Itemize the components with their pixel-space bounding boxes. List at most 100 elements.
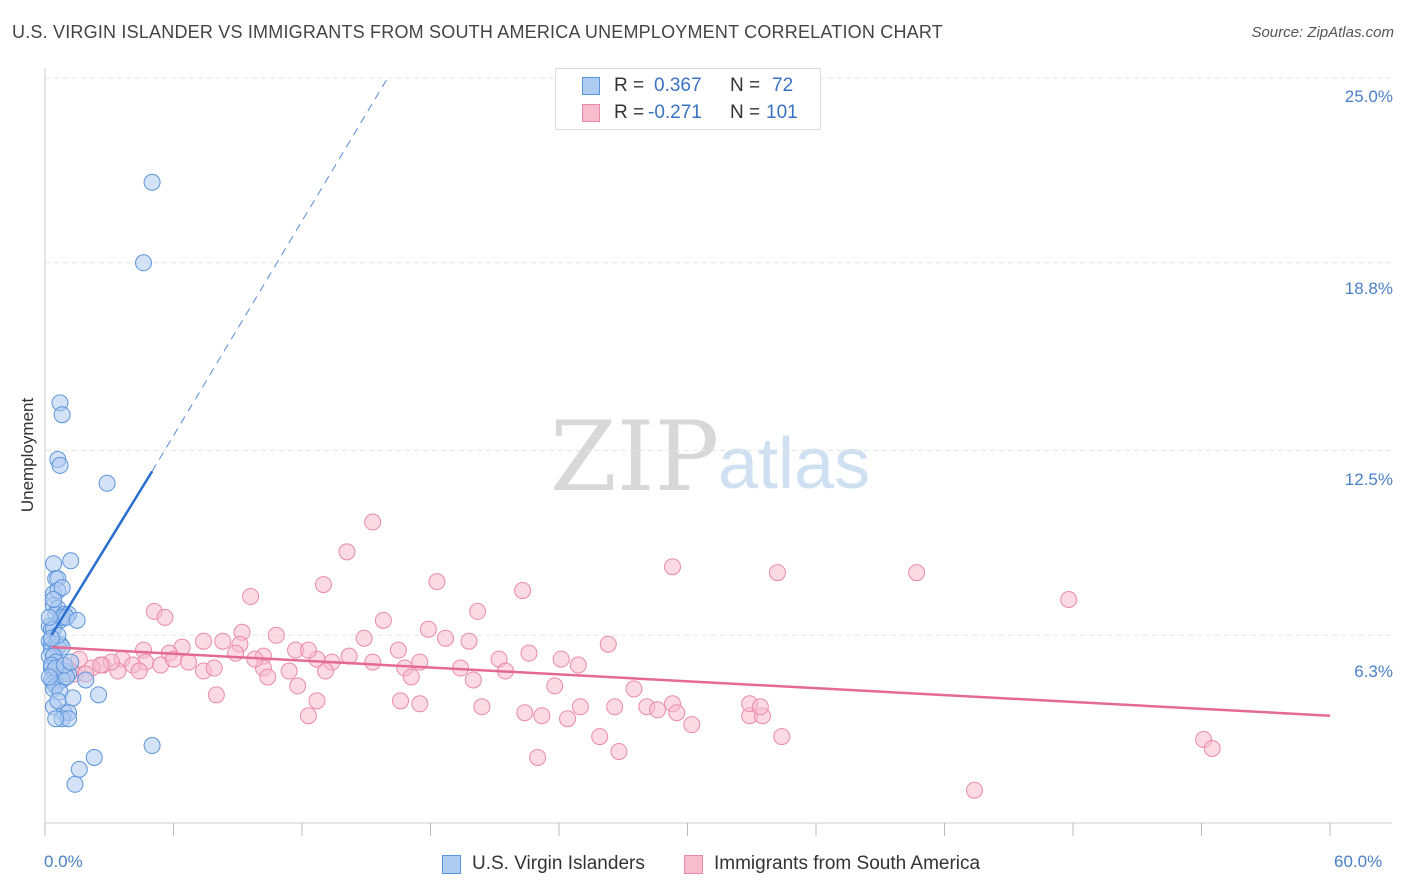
series-immigrants-points bbox=[53, 513, 1221, 799]
data-point-virgin-islanders bbox=[40, 608, 58, 626]
data-point-immigrants bbox=[227, 644, 245, 662]
trend-line-virgin-islanders bbox=[50, 470, 154, 636]
trend-lines bbox=[50, 77, 1331, 717]
data-point-immigrants bbox=[308, 692, 326, 710]
data-point-immigrants bbox=[299, 641, 317, 659]
data-point-virgin-islanders bbox=[62, 552, 80, 570]
data-point-immigrants bbox=[205, 659, 223, 677]
watermark-zip: ZIP bbox=[550, 401, 719, 513]
x-tick-label-max: 60.0% bbox=[1334, 852, 1383, 871]
data-point-immigrants bbox=[773, 728, 791, 746]
data-point-immigrants bbox=[552, 650, 570, 668]
data-point-immigrants bbox=[664, 558, 682, 576]
x-tick-label-min: 0.0% bbox=[44, 852, 83, 871]
data-point-immigrants bbox=[514, 582, 532, 600]
n-value-blue: 72 bbox=[772, 75, 794, 96]
data-point-immigrants bbox=[259, 668, 277, 686]
data-point-immigrants bbox=[242, 588, 260, 606]
data-point-immigrants bbox=[267, 626, 285, 644]
data-point-immigrants bbox=[130, 662, 148, 680]
data-point-immigrants bbox=[428, 573, 446, 591]
data-point-immigrants bbox=[338, 543, 356, 561]
data-point-virgin-islanders bbox=[40, 668, 58, 686]
data-point-immigrants bbox=[364, 653, 382, 671]
data-point-immigrants bbox=[314, 576, 332, 594]
data-point-immigrants bbox=[402, 668, 420, 686]
data-point-immigrants bbox=[194, 632, 212, 650]
n-label: N = bbox=[730, 102, 761, 123]
series-virgin-islanders-points bbox=[40, 173, 161, 793]
chart-title: U.S. VIRGIN ISLANDER VS IMMIGRANTS FROM … bbox=[12, 22, 943, 42]
data-point-immigrants bbox=[364, 513, 382, 531]
r-label: R = bbox=[614, 102, 645, 123]
data-point-immigrants bbox=[599, 635, 617, 653]
data-point-immigrants bbox=[571, 698, 589, 716]
data-point-immigrants bbox=[355, 629, 373, 647]
legend-swatch-blue bbox=[582, 77, 600, 95]
data-point-immigrants bbox=[436, 629, 454, 647]
data-point-immigrants bbox=[317, 662, 335, 680]
data-point-immigrants bbox=[649, 701, 667, 719]
data-point-immigrants bbox=[289, 677, 307, 695]
data-point-virgin-islanders bbox=[62, 653, 80, 671]
legend-label-immigrants: Immigrants from South America bbox=[714, 853, 981, 874]
n-value-pink: 101 bbox=[766, 102, 798, 123]
data-point-immigrants bbox=[460, 632, 478, 650]
legend-swatch-immigrants bbox=[684, 855, 703, 874]
data-point-virgin-islanders bbox=[85, 748, 103, 766]
data-point-immigrants bbox=[520, 644, 538, 662]
data-point-virgin-islanders bbox=[135, 254, 153, 272]
y-tick-label: 6.3% bbox=[1354, 662, 1393, 681]
n-label: N = bbox=[730, 75, 761, 96]
data-point-immigrants bbox=[751, 698, 769, 716]
data-point-immigrants bbox=[392, 692, 410, 710]
data-point-immigrants bbox=[1203, 740, 1221, 757]
data-point-immigrants bbox=[533, 707, 551, 725]
y-tick-label: 12.5% bbox=[1344, 470, 1393, 489]
data-point-immigrants bbox=[559, 710, 577, 728]
data-point-immigrants bbox=[179, 653, 197, 671]
data-point-virgin-islanders bbox=[143, 737, 161, 755]
data-point-immigrants bbox=[625, 680, 643, 698]
data-point-immigrants bbox=[411, 695, 429, 713]
data-point-immigrants bbox=[419, 620, 437, 638]
data-point-immigrants bbox=[299, 707, 317, 725]
data-point-virgin-islanders bbox=[98, 474, 116, 492]
data-point-virgin-islanders bbox=[53, 579, 71, 597]
data-point-virgin-islanders bbox=[51, 456, 69, 474]
data-point-virgin-islanders bbox=[66, 775, 84, 793]
watermark-atlas: atlas bbox=[718, 424, 870, 504]
legend-swatch-virgin-islanders bbox=[442, 855, 461, 874]
trend-line-immigrants bbox=[51, 645, 1331, 717]
data-point-immigrants bbox=[374, 611, 392, 629]
r-value-pink: -0.271 bbox=[648, 102, 702, 123]
y-tick-label: 25.0% bbox=[1344, 87, 1393, 106]
data-point-immigrants bbox=[1060, 591, 1078, 608]
r-value-blue: 0.367 bbox=[654, 75, 702, 96]
data-point-immigrants bbox=[610, 742, 628, 760]
series-legend: U.S. Virgin Islanders Immigrants from So… bbox=[0, 852, 1406, 878]
legend-label-virgin-islanders: U.S. Virgin Islanders bbox=[472, 853, 645, 874]
data-point-immigrants bbox=[965, 781, 983, 799]
data-point-immigrants bbox=[469, 602, 487, 620]
data-point-immigrants bbox=[92, 656, 110, 674]
legend-swatch-pink bbox=[582, 104, 600, 122]
trend-line-virgin-islanders-extension bbox=[151, 77, 389, 472]
stats-legend: R = 0.367 N = 72 R = -0.271 N = 101 bbox=[555, 68, 821, 130]
data-point-immigrants bbox=[683, 716, 701, 734]
data-point-virgin-islanders bbox=[49, 692, 67, 710]
data-point-immigrants bbox=[156, 608, 174, 626]
data-point-immigrants bbox=[768, 564, 786, 582]
data-point-virgin-islanders bbox=[70, 760, 88, 778]
y-tick-label: 18.8% bbox=[1344, 279, 1393, 298]
data-point-immigrants bbox=[606, 698, 624, 716]
data-point-virgin-islanders bbox=[45, 591, 63, 608]
r-label: R = bbox=[614, 75, 645, 96]
data-point-virgin-islanders bbox=[47, 710, 65, 728]
data-point-immigrants bbox=[569, 656, 587, 674]
data-point-virgin-islanders bbox=[53, 406, 71, 424]
data-point-virgin-islanders bbox=[68, 611, 86, 629]
axes bbox=[44, 68, 1392, 836]
data-point-virgin-islanders bbox=[42, 629, 60, 647]
